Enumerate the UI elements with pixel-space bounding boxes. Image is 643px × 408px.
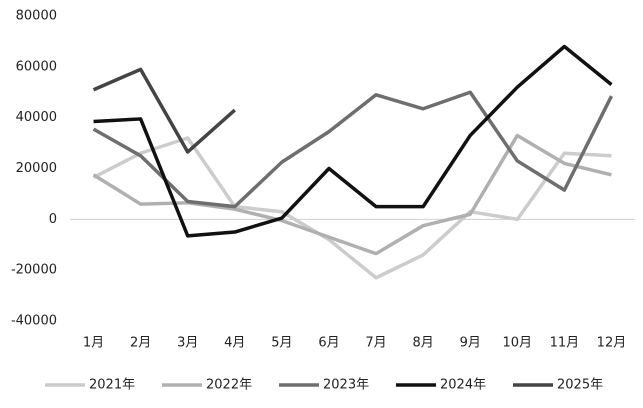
y-tick-label: -20000 xyxy=(11,263,57,278)
series-line xyxy=(92,67,236,154)
x-tick-label: 7月 xyxy=(365,336,386,351)
x-tick-label: 6月 xyxy=(318,336,339,351)
legend-label: 2025年 xyxy=(557,378,603,393)
y-tick-label: 20000 xyxy=(16,161,57,176)
y-tick-label: 0 xyxy=(49,212,57,227)
x-tick-label: 3月 xyxy=(177,336,198,351)
series-line xyxy=(92,133,612,256)
x-tick-label: 2月 xyxy=(130,336,151,351)
x-tick-label: 5月 xyxy=(271,336,292,351)
y-tick-label: -40000 xyxy=(11,314,57,329)
series-line xyxy=(93,44,613,238)
legend-label: 2022年 xyxy=(206,378,252,393)
legend-label: 2023年 xyxy=(323,378,369,393)
series-line xyxy=(92,136,612,280)
x-tick-label: 9月 xyxy=(460,336,481,351)
series-line xyxy=(92,90,614,209)
x-tick-label: 10月 xyxy=(503,336,533,351)
y-tick-label: 80000 xyxy=(16,9,57,24)
x-tick-label: 11月 xyxy=(550,336,580,351)
x-tick-label: 1月 xyxy=(83,336,104,351)
legend-label: 2024年 xyxy=(440,378,486,393)
x-tick-label: 4月 xyxy=(224,336,245,351)
legend-label: 2021年 xyxy=(89,378,135,393)
y-tick-label: 60000 xyxy=(16,59,57,74)
y-tick-label: 40000 xyxy=(16,110,57,125)
x-tick-label: 12月 xyxy=(597,336,627,351)
x-tick-label: 8月 xyxy=(412,336,433,351)
